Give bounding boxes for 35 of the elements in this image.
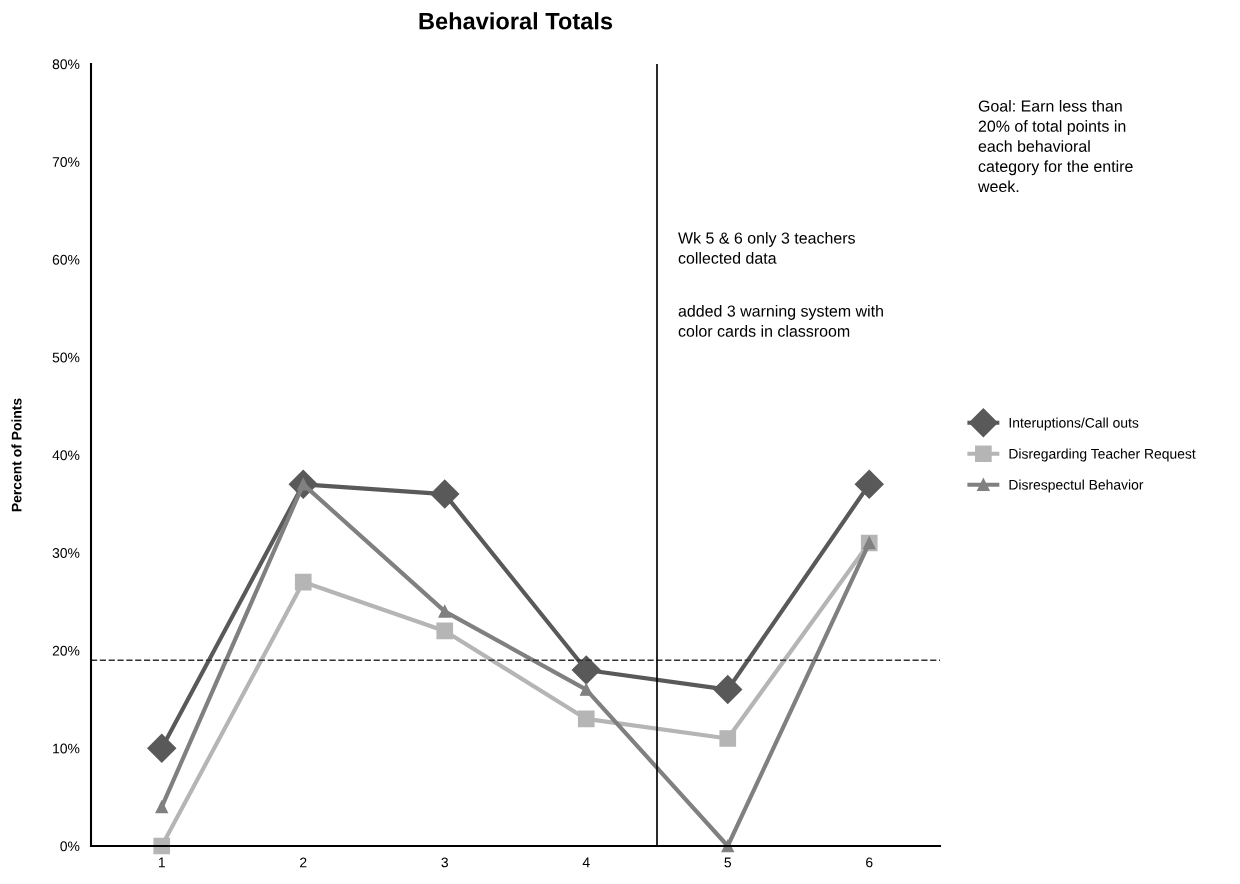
annotation: Wk 5 & 6 only 3 teachers collected data (678, 232, 855, 264)
chart-title: Behavioral Totals (419, 12, 613, 30)
point (155, 800, 169, 814)
y-tick-label: 70% (52, 157, 80, 167)
point (719, 730, 737, 747)
x-tick-label: 3 (441, 857, 448, 868)
point (713, 675, 743, 705)
x-tick-label: 1 (158, 857, 165, 868)
y-axis-title: Percent of Points (11, 398, 22, 512)
text: Goal: Earn less than 20% of total points in each behavioral category for the entire week. (977, 100, 1133, 193)
y-tick-label: 10% (53, 743, 80, 754)
y-tick-label: 30% (52, 548, 80, 558)
legend-label: Disrespectul Behavior (1009, 479, 1144, 493)
point (294, 573, 312, 591)
point (430, 479, 460, 509)
legend-label: Interuptions/Call outs (1009, 417, 1139, 431)
point (436, 622, 454, 640)
point (854, 469, 884, 499)
x-tick-label: 4 (582, 857, 590, 868)
y-tick-label: 50% (52, 352, 80, 363)
y-tick-label: 20% (52, 645, 80, 656)
point (438, 605, 452, 618)
x-tick-label: 6 (866, 857, 873, 868)
y-tick-label: 80% (52, 59, 80, 70)
point (579, 683, 593, 696)
legend-label: Disregarding Teacher Request (1009, 448, 1196, 462)
y-tick-label: 0% (60, 841, 80, 852)
y-tick-label: 40% (52, 450, 80, 461)
annotation: added 3 warning system with color cards in classroom (678, 305, 883, 337)
x-tick-label: 2 (300, 857, 307, 868)
point (571, 655, 601, 685)
point (577, 710, 595, 728)
x-tick-label: 5 (724, 857, 732, 868)
point (147, 733, 177, 763)
y-tick-label: 60% (52, 254, 80, 265)
